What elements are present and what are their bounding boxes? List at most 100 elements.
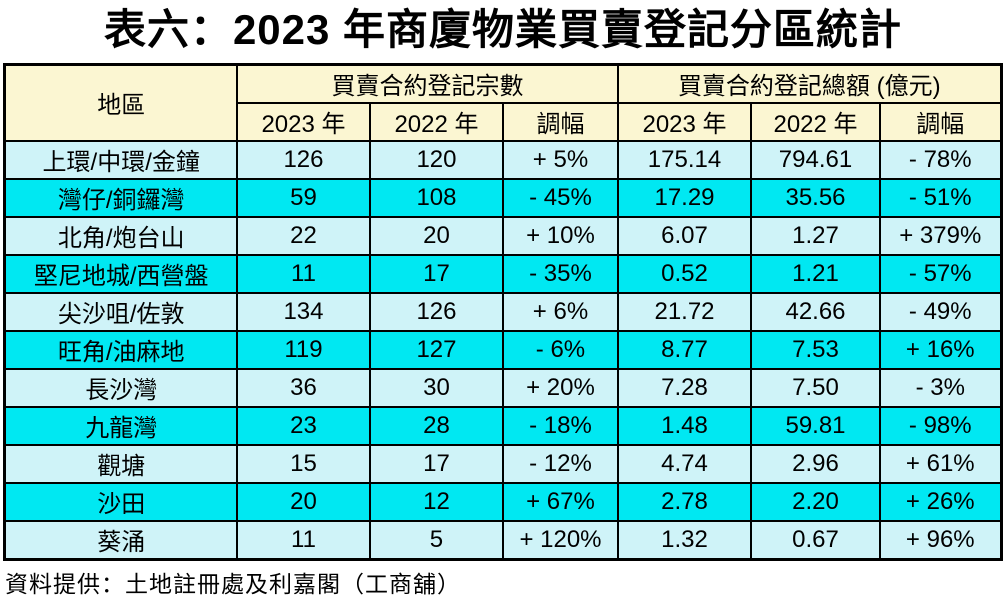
count-change-cell: + 20% xyxy=(501,367,620,408)
amount-2023-cell: 0.52 xyxy=(617,253,752,294)
amount-change-cell: + 26% xyxy=(878,481,1003,522)
source-note: 資料提供：土地註冊處及利嘉閣（工商舖） xyxy=(5,570,461,595)
count-change-cell: + 67% xyxy=(501,481,620,522)
table-row: 尖沙咀/佐敦 134 126 + 6% 21.72 42.66 - 49% xyxy=(3,291,1003,332)
amount-2023-cell: 2.78 xyxy=(617,481,752,522)
amount-change-cell: - 49% xyxy=(878,291,1003,332)
count-change-cell: - 6% xyxy=(501,329,620,370)
district-cell: 葵涌 xyxy=(3,519,238,561)
district-cell: 上環/中環/金鐘 xyxy=(3,139,238,180)
table-row: 葵涌 11 5 + 120% 1.32 0.67 + 96% xyxy=(3,519,1003,561)
column-header-district: 地區 xyxy=(3,63,238,142)
count-2023-cell: 36 xyxy=(235,367,371,408)
table-row: 觀塘 15 17 - 12% 4.74 2.96 + 61% xyxy=(3,443,1003,484)
stats-table: 地區 買賣合約登記宗數 買賣合約登記總額 (億元) 2023 年 2022 年 … xyxy=(3,62,1003,561)
count-2022-cell: 108 xyxy=(368,177,504,218)
amount-2022-cell: 0.67 xyxy=(750,519,881,561)
count-2023-cell: 15 xyxy=(235,443,371,484)
table-row: 九龍灣 23 28 - 18% 1.48 59.81 - 98% xyxy=(3,405,1003,446)
table-row: 堅尼地城/西營盤 11 17 - 35% 0.52 1.21 - 57% xyxy=(3,253,1003,294)
count-2023-cell: 134 xyxy=(235,291,371,332)
count-change-cell: - 45% xyxy=(501,177,620,218)
count-2022-cell: 126 xyxy=(368,291,504,332)
table-row: 沙田 20 12 + 67% 2.78 2.20 + 26% xyxy=(3,481,1003,522)
amount-2022-cell: 1.27 xyxy=(750,215,881,256)
count-change-cell: - 18% xyxy=(501,405,620,446)
group-header-row: 地區 買賣合約登記宗數 買賣合約登記總額 (億元) xyxy=(3,63,1003,142)
amount-2022-cell: 2.96 xyxy=(750,443,881,484)
count-2023-cell: 126 xyxy=(235,139,371,180)
table-row: 上環/中環/金鐘 126 120 + 5% 175.14 794.61 - 78… xyxy=(3,139,1003,180)
count-2022-cell: 30 xyxy=(368,367,504,408)
amount-2023-cell: 6.07 xyxy=(617,215,752,256)
amount-change-cell: + 379% xyxy=(878,215,1003,256)
amount-2022-cell: 2.20 xyxy=(750,481,881,522)
table-row: 長沙灣 36 30 + 20% 7.28 7.50 - 3% xyxy=(3,367,1003,408)
group-header-amounts: 買賣合約登記總額 (億元) xyxy=(616,63,1003,104)
district-cell: 沙田 xyxy=(3,481,238,522)
subheader-counts-2023: 2023 年 xyxy=(235,101,371,142)
count-2022-cell: 120 xyxy=(368,139,504,180)
table-row: 灣仔/銅鑼灣 59 108 - 45% 17.29 35.56 - 51% xyxy=(3,177,1003,218)
count-2023-cell: 59 xyxy=(235,177,371,218)
count-2023-cell: 20 xyxy=(235,481,371,522)
amount-2023-cell: 1.32 xyxy=(617,519,752,561)
amount-2022-cell: 1.21 xyxy=(750,253,881,294)
count-2022-cell: 28 xyxy=(368,405,504,446)
table-row: 旺角/油麻地 119 127 - 6% 8.77 7.53 + 16% xyxy=(3,329,1003,370)
count-change-cell: + 10% xyxy=(501,215,620,256)
amount-2023-cell: 17.29 xyxy=(617,177,752,218)
count-2023-cell: 11 xyxy=(235,253,371,294)
amount-change-cell: - 3% xyxy=(878,367,1003,408)
district-cell: 觀塘 xyxy=(3,443,238,484)
district-cell: 長沙灣 xyxy=(3,367,238,408)
count-change-cell: + 5% xyxy=(501,139,620,180)
subheader-counts-change: 調幅 xyxy=(501,101,620,142)
district-cell: 旺角/油麻地 xyxy=(3,329,238,370)
amount-change-cell: - 57% xyxy=(878,253,1003,294)
subheader-counts-2022: 2022 年 xyxy=(368,101,504,142)
count-change-cell: - 35% xyxy=(501,253,620,294)
amount-change-cell: - 51% xyxy=(878,177,1003,218)
amount-change-cell: + 16% xyxy=(878,329,1003,370)
amount-2022-cell: 7.50 xyxy=(750,367,881,408)
count-change-cell: - 12% xyxy=(501,443,620,484)
amount-change-cell: - 98% xyxy=(878,405,1003,446)
count-2022-cell: 5 xyxy=(368,519,504,561)
group-header-counts: 買賣合約登記宗數 xyxy=(235,63,620,104)
district-cell: 灣仔/銅鑼灣 xyxy=(3,177,238,218)
count-2022-cell: 17 xyxy=(368,443,504,484)
district-cell: 堅尼地城/西營盤 xyxy=(3,253,238,294)
amount-2022-cell: 42.66 xyxy=(750,291,881,332)
page-title: 表六：2023 年商廈物業買賣登記分區統計 xyxy=(103,6,903,53)
table-row: 北角/炮台山 22 20 + 10% 6.07 1.27 + 379% xyxy=(3,215,1003,256)
sub-header-row: 2023 年 2022 年 調幅 2023 年 2022 年 調幅 xyxy=(5,101,1003,142)
amount-change-cell: - 78% xyxy=(878,139,1003,180)
amount-change-cell: + 96% xyxy=(878,519,1003,561)
amount-2023-cell: 8.77 xyxy=(617,329,752,370)
amount-2022-cell: 794.61 xyxy=(750,139,881,180)
amount-2022-cell: 7.53 xyxy=(750,329,881,370)
amount-2023-cell: 175.14 xyxy=(617,139,752,180)
count-2023-cell: 22 xyxy=(235,215,371,256)
amount-2022-cell: 59.81 xyxy=(750,405,881,446)
amount-2023-cell: 7.28 xyxy=(617,367,752,408)
count-2022-cell: 127 xyxy=(368,329,504,370)
district-cell: 九龍灣 xyxy=(3,405,238,446)
count-2023-cell: 11 xyxy=(235,519,371,561)
count-change-cell: + 6% xyxy=(501,291,620,332)
district-cell: 尖沙咀/佐敦 xyxy=(3,291,238,332)
subheader-amounts-2022: 2022 年 xyxy=(750,101,881,142)
amount-2023-cell: 4.74 xyxy=(617,443,752,484)
count-change-cell: + 120% xyxy=(501,519,620,561)
count-2023-cell: 119 xyxy=(235,329,371,370)
count-2023-cell: 23 xyxy=(235,405,371,446)
subheader-amounts-2023: 2023 年 xyxy=(617,101,752,142)
amount-2023-cell: 21.72 xyxy=(617,291,752,332)
district-cell: 北角/炮台山 xyxy=(3,215,238,256)
amount-2023-cell: 1.48 xyxy=(617,405,752,446)
amount-change-cell: + 61% xyxy=(878,443,1003,484)
count-2022-cell: 20 xyxy=(368,215,504,256)
subheader-amounts-change: 調幅 xyxy=(878,101,1003,142)
